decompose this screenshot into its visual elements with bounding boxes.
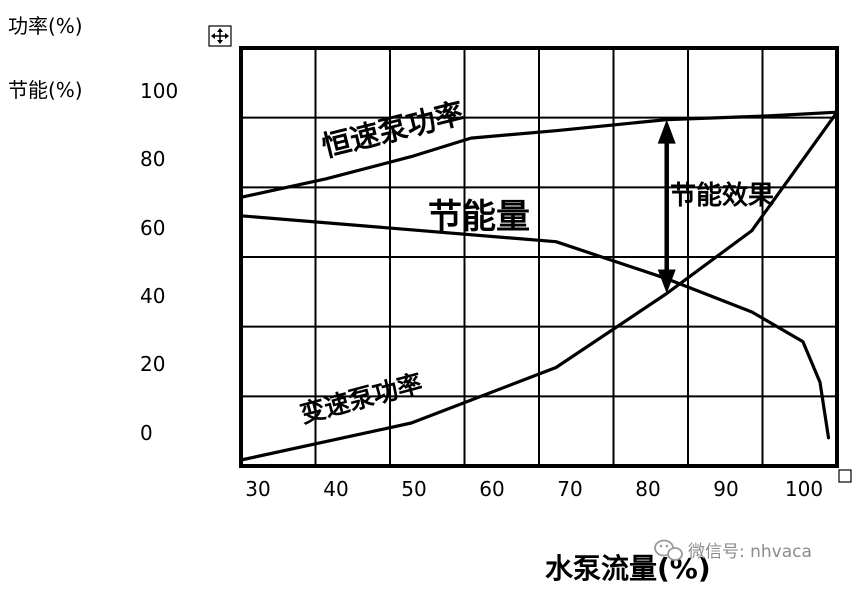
- plot-frame: [239, 46, 839, 468]
- x-axis-title: 水泵流量(%): [545, 552, 711, 585]
- series-lines: [239, 110, 839, 462]
- series-line-2: [239, 214, 831, 440]
- x-tick-label: 30: [245, 477, 270, 501]
- x-tick-label: 100: [785, 477, 823, 501]
- savings-double-arrow: [657, 119, 676, 294]
- power-axis-title: 功率(%): [8, 14, 83, 38]
- x-tick-label: 80: [635, 477, 660, 501]
- y-tick-label: 0: [140, 421, 153, 445]
- annotation-energy-saving-amount: 节能量: [428, 197, 530, 237]
- arrow-head-up: [657, 119, 676, 144]
- x-tick-label: 50: [401, 477, 426, 501]
- resize-handle-icon: [838, 469, 852, 483]
- saving-axis-title: 节能(%): [8, 78, 83, 102]
- watermark-text: 微信号: nhvaca: [688, 542, 812, 562]
- wechat-watermark: 微信号: nhvaca: [654, 539, 812, 562]
- wechat-icon: [654, 539, 683, 561]
- annotation-energy-saving-effect: 节能效果: [670, 180, 774, 211]
- y-tick-label: 80: [140, 147, 165, 171]
- series-line-0: [239, 110, 839, 199]
- y-tick-label: 40: [140, 284, 165, 308]
- annotation-constant-speed-power: 恒速泵功率: [318, 96, 467, 164]
- x-tick-label: 60: [479, 477, 504, 501]
- x-tick-label: 90: [713, 477, 738, 501]
- series-line-1: [239, 110, 839, 462]
- x-tick-label: 70: [557, 477, 582, 501]
- y-tick-label: 60: [140, 216, 165, 240]
- arrow-head-down: [657, 269, 676, 294]
- tick-labels: 100 80 60 40 20 0 30 40 50 60 70 80 90 100: [140, 79, 823, 501]
- move-handle-icon: [208, 25, 232, 47]
- y-tick-label: 100: [140, 79, 178, 103]
- x-tick-label: 40: [323, 477, 348, 501]
- y-tick-label: 20: [140, 352, 165, 376]
